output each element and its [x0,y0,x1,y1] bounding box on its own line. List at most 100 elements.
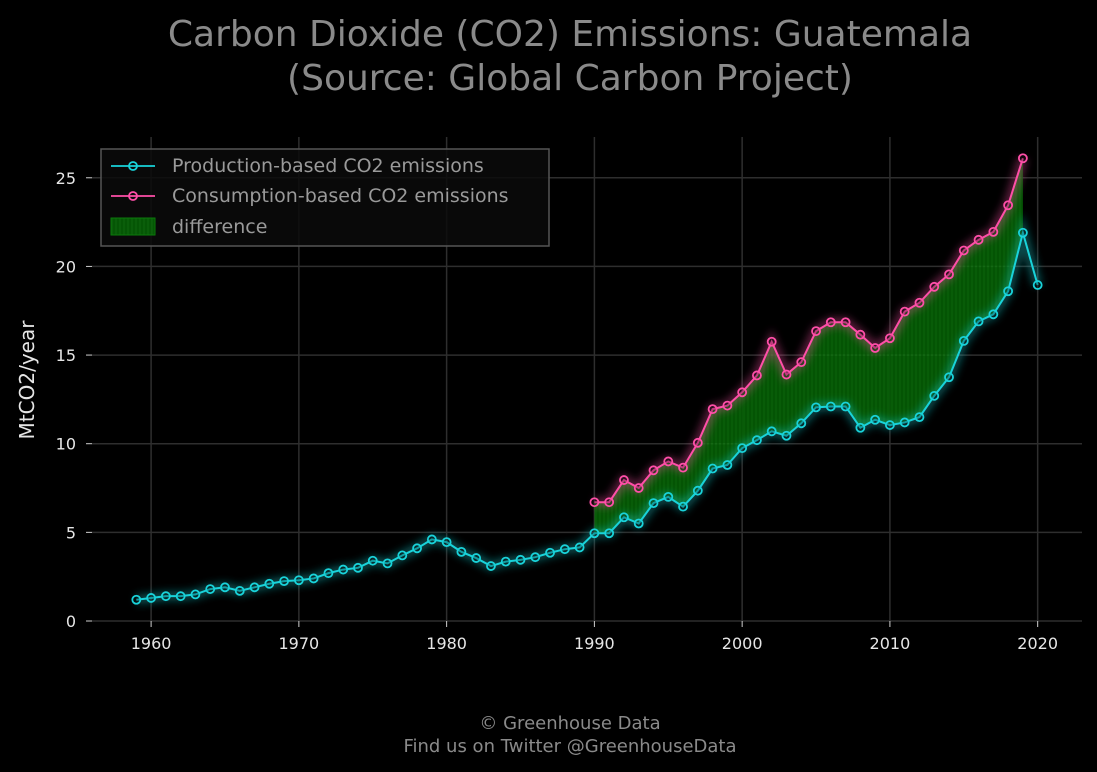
production-point [367,555,378,566]
production-point [737,443,748,454]
chart-title-line-1: Carbon Dioxide (CO2) Emissions: Guatemal… [168,14,972,55]
production-point [131,594,142,605]
consumption-point [885,333,895,344]
chart-title-line-2: (Source: Global Carbon Project) [287,58,853,99]
consumption-point [1003,200,1014,211]
y-tick-label: 20 [56,257,76,276]
production-point [899,417,910,428]
production-point [397,550,408,561]
consumption-point [619,475,629,485]
production-point [1032,280,1043,290]
x-tick-label: 1980 [426,634,467,653]
consumption-point [973,234,984,245]
production-point [973,316,984,327]
consumption-point [604,497,615,508]
production-point [1003,286,1014,297]
axes: 1960 1970 1980 1990 2000 2010 2020 0 5 10 15 20 25 [56,169,1058,653]
production-line [136,228,1039,601]
production-point [678,501,688,512]
legend-swatch-difference [110,217,156,236]
consumption-point [752,370,762,381]
production-point [264,578,275,589]
production-point [190,589,201,600]
production-point [752,435,762,446]
production-point [530,552,541,563]
legend-marker-consumption [128,191,138,201]
consumption-point [722,400,733,411]
production-point [456,546,467,557]
y-tick-label: 15 [56,346,76,365]
consumption-point [663,456,674,467]
production-point [825,401,836,412]
production-point [988,309,999,320]
consumption-point [855,329,866,340]
y-tick-label: 5 [66,523,76,542]
production-point [914,412,925,423]
production-point [338,564,349,575]
production-point [441,537,452,548]
production-point [293,575,304,586]
consumption-point [648,465,659,476]
production-point [811,402,821,413]
production-point [633,518,644,529]
production-point [692,485,703,496]
consumption-point [870,343,881,353]
production-point [471,553,482,563]
series-layer [131,153,1043,605]
production-point [870,414,881,425]
consumption-point [796,357,807,368]
consumption-point [781,369,792,380]
consumption-point [692,437,703,448]
legend-frame [100,148,550,247]
production-point [840,401,851,412]
production-point [308,573,319,584]
production-point [323,568,334,579]
consumption-point [929,281,940,292]
production-point [663,491,674,502]
footer-twitter: Find us on Twitter @GreenhouseData [403,736,736,757]
consumption-point [914,297,925,308]
production-point [604,528,615,539]
x-tick-label: 2010 [870,634,911,653]
production-point [619,512,629,523]
consumption-point [958,245,969,256]
production-point [353,562,363,573]
production-point [220,582,230,593]
consumption-point [737,387,748,398]
legend-label-difference: difference [172,216,267,238]
production-point [944,372,954,383]
footer-copyright: © Greenhouse Data [479,713,660,734]
consumption-point [899,306,910,317]
consumption-point [633,483,644,493]
consumption-point [1017,153,1028,164]
production-point [426,534,437,545]
consumption-point [944,269,954,280]
y-tick-label: 10 [56,435,76,454]
production-point [589,528,600,539]
consumption-point [589,497,600,508]
production-point [574,542,585,553]
y-axis-label: MtCO2/year [15,320,39,440]
production-point [234,585,245,596]
production-point [766,426,777,437]
x-tick-label: 1970 [279,634,320,653]
production-point [559,544,570,555]
x-tick-label: 2020 [1017,634,1058,653]
production-point [781,430,792,441]
consumption-point [707,404,718,415]
consumption-point [988,226,999,237]
production-point [412,543,422,554]
y-tick-label: 0 [66,612,76,631]
production-point [486,561,496,571]
production-point [545,547,555,558]
production-point [515,554,526,565]
production-point [796,418,807,429]
production-point [855,422,866,433]
consumption-point [811,326,821,337]
x-tick-label: 2000 [722,634,763,653]
production-point [707,463,718,474]
consumption-point [678,462,688,473]
production-point [1017,227,1028,238]
consumption-point [840,317,851,328]
production-point [205,584,216,594]
